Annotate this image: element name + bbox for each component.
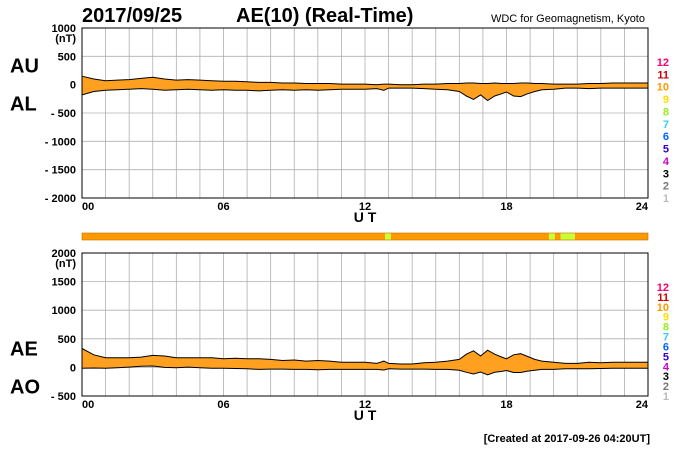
station-bar-segment [548, 233, 555, 240]
station-count-legend-item: 5 [663, 351, 669, 363]
station-count-legend-item: 4 [663, 156, 670, 168]
station-count-legend-item: 5 [663, 144, 669, 156]
au-al-x-ticks: 00 06 12 18 24 [82, 201, 649, 213]
station-count-legend-item: 3 [663, 168, 669, 180]
au-al-y-tick-label: 0 [70, 80, 76, 92]
al-series-line [81, 87, 648, 102]
station-bar-segment [82, 233, 386, 240]
au-al-areas [81, 75, 648, 102]
ae-ao-unit-label: (nT) [55, 258, 76, 270]
au-al-y-tick-label: - 1500 [45, 165, 76, 177]
station-count-legend-item: 7 [663, 332, 669, 344]
station-count-legend-item: 9 [663, 94, 669, 106]
station-bar-segment [554, 233, 561, 240]
station-count-legend-item: 1 [663, 391, 669, 403]
au-al-y-tick-label: - 2000 [45, 193, 76, 205]
au-series-line [81, 75, 648, 86]
ae-series-line [81, 348, 648, 365]
station-count-legend-item: 8 [663, 322, 669, 334]
station-count-legend-item: 3 [663, 371, 669, 383]
station-count-legend-item: 6 [663, 341, 669, 353]
station-bar-segment [560, 233, 575, 240]
station-count-legend-item: 6 [663, 131, 669, 143]
ae-ao-y-tick-label: 1000 [52, 305, 76, 317]
station-count-legend-item: 11 [657, 292, 669, 304]
ae-ao-y-ticks: 2000 1500 1000 500 0 - 500 [51, 248, 76, 403]
station-count-legend-item: 11 [657, 69, 669, 81]
au-al-frame [81, 27, 649, 199]
station-count-legend-item: 10 [657, 82, 669, 94]
au-al-x-axis-label: U T [354, 209, 377, 225]
station-count-legend-item: 2 [663, 381, 669, 393]
ae-series-label: AE [10, 338, 38, 360]
station-count-legend-item: 7 [663, 119, 669, 131]
ae-ao-x-tick-label: 24 [636, 399, 649, 411]
ao-series-label: AO [10, 376, 40, 398]
station-bar-segment [574, 233, 648, 240]
au-al-x-tick-label: 00 [82, 201, 94, 213]
ae-ao-frame [81, 252, 649, 397]
station-count-legend-item: 10 [657, 302, 669, 314]
au-al-x-tick-label: 24 [636, 201, 649, 213]
ae-ao-x-tick-label: 18 [500, 399, 512, 411]
station-count-legend-item: 12 [657, 57, 669, 69]
station-count-legend-item: 2 [663, 181, 669, 193]
ae-ao-y-tick-label: 1500 [52, 277, 76, 289]
au-al-range-fill [82, 76, 648, 101]
ae-ao-y-tick-label: 0 [70, 362, 76, 374]
au-al-y-tick-label: 500 [58, 51, 76, 63]
ae-ao-y-tick-label: - 500 [51, 391, 76, 403]
au-series-label: AU [10, 56, 39, 78]
au-al-x-tick-label: 18 [500, 201, 512, 213]
ae-ao-y-tick-label: 2000 [52, 248, 76, 260]
au-al-x-tick-label: 12 [359, 201, 371, 213]
au-al-x-tick-label: 06 [217, 201, 229, 213]
station-count-bar [81, 232, 649, 241]
ae-ao-x-axis-label: U T [354, 407, 377, 423]
station-count-legend-item: 1 [663, 193, 669, 205]
ao-series-line [81, 365, 648, 376]
station-bar-segment [390, 233, 549, 240]
au-al-y-tick-label: - 500 [51, 108, 76, 120]
station-count-legend-item: 4 [663, 361, 670, 373]
au-al-y-tick-label: 1000 [52, 23, 76, 35]
station-count-legend-item: 8 [663, 106, 669, 118]
ae-ao-x-ticks: 00 06 12 18 24 [82, 399, 649, 411]
al-series-label: AL [10, 94, 37, 116]
au-al-y-ticks: 1000 500 0 - 500 - 1000 - 1500 - 2000 [45, 23, 76, 205]
source-label: WDC for Geomagnetism, Kyoto [491, 13, 645, 25]
ae-ao-areas [81, 348, 648, 376]
station-count-legend-item: 9 [663, 312, 669, 324]
ae-ao-x-tick-label: 00 [82, 399, 94, 411]
chart-title: AE(10) (Real-Time) [236, 5, 413, 27]
date-title: 2017/09/25 [82, 5, 182, 27]
ae-ao-x-tick-label: 12 [359, 399, 371, 411]
created-timestamp: [Created at 2017-09-26 04:20UT] [484, 433, 651, 445]
station-bar-outline [81, 232, 649, 241]
au-al-y-tick-label: - 1000 [45, 136, 76, 148]
ae-ao-x-tick-label: 06 [217, 399, 229, 411]
station-count-legend-item: 12 [657, 282, 669, 294]
ae-ao-y-tick-label: 500 [58, 334, 76, 346]
station-bar-segment [385, 233, 391, 240]
au-al-unit-label: (nT) [55, 33, 76, 45]
